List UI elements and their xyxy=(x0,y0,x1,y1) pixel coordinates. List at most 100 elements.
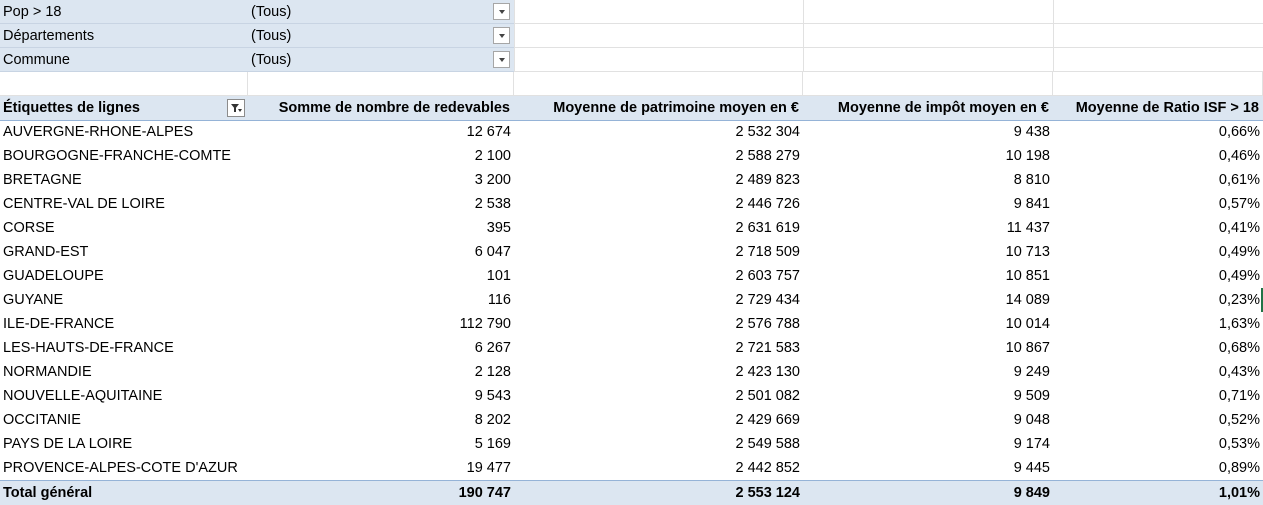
empty-cell[interactable] xyxy=(0,72,248,96)
total-label[interactable]: Total général xyxy=(3,485,93,501)
value-cell[interactable]: 0,66% xyxy=(1218,124,1260,140)
empty-cell[interactable] xyxy=(514,48,803,72)
value-cell[interactable]: 10 851 xyxy=(1005,268,1050,284)
empty-cell[interactable] xyxy=(514,24,803,48)
value-cell[interactable]: 19 477 xyxy=(466,460,511,476)
column-header[interactable]: Somme de nombre de redevables xyxy=(278,100,510,116)
value-cell[interactable]: 9 174 xyxy=(1013,436,1050,452)
filter-value[interactable]: (Tous) xyxy=(248,24,514,48)
row-label-cell[interactable]: PAYS DE LA LOIRE xyxy=(3,436,133,452)
row-label-cell[interactable]: LES-HAUTS-DE-FRANCE xyxy=(3,340,174,356)
value-cell[interactable]: 101 xyxy=(486,268,511,284)
value-cell[interactable]: 116 xyxy=(487,292,511,308)
empty-cell[interactable] xyxy=(1053,0,1263,24)
total-cell[interactable]: 9 849 xyxy=(1013,485,1050,501)
value-cell[interactable]: 2 721 583 xyxy=(735,340,800,356)
empty-cell[interactable] xyxy=(1053,24,1263,48)
value-cell[interactable]: 12 674 xyxy=(466,124,511,140)
value-cell[interactable]: 6 047 xyxy=(474,244,511,260)
value-cell[interactable]: 5 169 xyxy=(474,436,511,452)
value-cell[interactable]: 0,49% xyxy=(1218,244,1260,260)
value-cell[interactable]: 2 588 279 xyxy=(735,148,800,164)
value-cell[interactable]: 10 713 xyxy=(1005,244,1050,260)
filter-value[interactable]: (Tous) xyxy=(248,0,514,24)
value-cell[interactable]: 0,61% xyxy=(1218,172,1260,188)
row-label-cell[interactable]: BOURGOGNE-FRANCHE-COMTE xyxy=(3,148,231,164)
value-cell[interactable]: 3 200 xyxy=(474,172,511,188)
row-label-cell[interactable]: PROVENCE-ALPES-COTE D'AZUR xyxy=(3,460,238,476)
value-cell[interactable]: 8 202 xyxy=(474,412,511,428)
empty-cell[interactable] xyxy=(803,24,1053,48)
value-cell[interactable]: 2 501 082 xyxy=(735,388,800,404)
value-cell[interactable]: 0,71% xyxy=(1218,388,1260,404)
chevron-down-icon[interactable] xyxy=(493,3,510,20)
filter-value[interactable]: (Tous) xyxy=(248,48,514,72)
value-cell[interactable]: 2 603 757 xyxy=(735,268,800,284)
value-cell[interactable]: 9 509 xyxy=(1013,388,1050,404)
empty-cell[interactable] xyxy=(514,72,803,96)
value-cell[interactable]: 9 438 xyxy=(1013,124,1050,140)
value-cell[interactable]: 395 xyxy=(486,220,511,236)
row-label-cell[interactable]: GUADELOUPE xyxy=(3,268,104,284)
value-cell[interactable]: 2 729 434 xyxy=(735,292,800,308)
column-header[interactable]: Moyenne de Ratio ISF > 18 xyxy=(1075,100,1259,116)
value-cell[interactable]: 8 810 xyxy=(1013,172,1050,188)
value-cell[interactable]: 2 532 304 xyxy=(735,124,800,140)
value-cell[interactable]: 10 867 xyxy=(1005,340,1050,356)
row-label-cell[interactable]: NOUVELLE-AQUITAINE xyxy=(3,388,163,404)
column-header[interactable]: Moyenne de patrimoine moyen en € xyxy=(553,100,799,116)
value-cell[interactable]: 2 423 130 xyxy=(735,364,800,380)
empty-cell[interactable] xyxy=(1053,72,1263,96)
value-cell[interactable]: 0,49% xyxy=(1218,268,1260,284)
row-label-cell[interactable]: AUVERGNE-RHONE-ALPES xyxy=(3,124,194,140)
row-label-cell[interactable]: NORMANDIE xyxy=(3,364,92,380)
value-cell[interactable]: 9 445 xyxy=(1013,460,1050,476)
value-cell[interactable]: 0,43% xyxy=(1218,364,1260,380)
total-cell[interactable]: 190 747 xyxy=(458,485,511,501)
value-cell[interactable]: 10 014 xyxy=(1005,316,1050,332)
value-cell[interactable]: 0,68% xyxy=(1218,340,1260,356)
value-cell[interactable]: 2 549 588 xyxy=(735,436,800,452)
value-cell[interactable]: 9 249 xyxy=(1013,364,1050,380)
value-cell[interactable]: 0,41% xyxy=(1218,220,1260,236)
row-label-cell[interactable]: BRETAGNE xyxy=(3,172,82,188)
empty-cell[interactable] xyxy=(514,0,803,24)
value-cell[interactable]: 0,52% xyxy=(1218,412,1260,428)
value-cell[interactable]: 1,63% xyxy=(1218,316,1260,332)
value-cell[interactable]: 0,23% xyxy=(1218,292,1260,308)
row-label-cell[interactable]: CORSE xyxy=(3,220,55,236)
total-cell[interactable]: 2 553 124 xyxy=(735,485,800,501)
empty-cell[interactable] xyxy=(803,48,1053,72)
value-cell[interactable]: 2 446 726 xyxy=(735,196,800,212)
value-cell[interactable]: 10 198 xyxy=(1005,148,1050,164)
column-header[interactable]: Moyenne de impôt moyen en € xyxy=(837,100,1049,116)
row-label-cell[interactable]: ILE-DE-FRANCE xyxy=(3,316,115,332)
value-cell[interactable]: 14 089 xyxy=(1005,292,1050,308)
empty-cell[interactable] xyxy=(1053,48,1263,72)
value-cell[interactable]: 2 631 619 xyxy=(735,220,800,236)
value-cell[interactable]: 11 437 xyxy=(1006,220,1050,236)
value-cell[interactable]: 2 128 xyxy=(474,364,511,380)
chevron-down-icon[interactable] xyxy=(493,51,510,68)
row-labels-header[interactable]: Étiquettes de lignes xyxy=(3,100,140,116)
value-cell[interactable]: 2 442 852 xyxy=(735,460,800,476)
row-label-cell[interactable]: GRAND-EST xyxy=(3,244,89,260)
value-cell[interactable]: 9 543 xyxy=(474,388,511,404)
value-cell[interactable]: 9 048 xyxy=(1013,412,1050,428)
row-label-cell[interactable]: OCCITANIE xyxy=(3,412,81,428)
value-cell[interactable]: 9 841 xyxy=(1013,196,1050,212)
value-cell[interactable]: 6 267 xyxy=(474,340,511,356)
value-cell[interactable]: 2 429 669 xyxy=(735,412,800,428)
value-cell[interactable]: 112 790 xyxy=(459,316,511,332)
chevron-down-icon[interactable] xyxy=(493,27,510,44)
value-cell[interactable]: 2 576 788 xyxy=(735,316,800,332)
row-label-cell[interactable]: CENTRE-VAL DE LOIRE xyxy=(3,196,165,212)
empty-cell[interactable] xyxy=(803,72,1053,96)
value-cell[interactable]: 2 489 823 xyxy=(735,172,800,188)
value-cell[interactable]: 2 538 xyxy=(474,196,511,212)
value-cell[interactable]: 2 718 509 xyxy=(735,244,800,260)
row-label-cell[interactable]: GUYANE xyxy=(3,292,64,308)
filter-funnel-icon[interactable] xyxy=(227,99,245,117)
value-cell[interactable]: 0,89% xyxy=(1218,460,1260,476)
empty-cell[interactable] xyxy=(248,72,514,96)
